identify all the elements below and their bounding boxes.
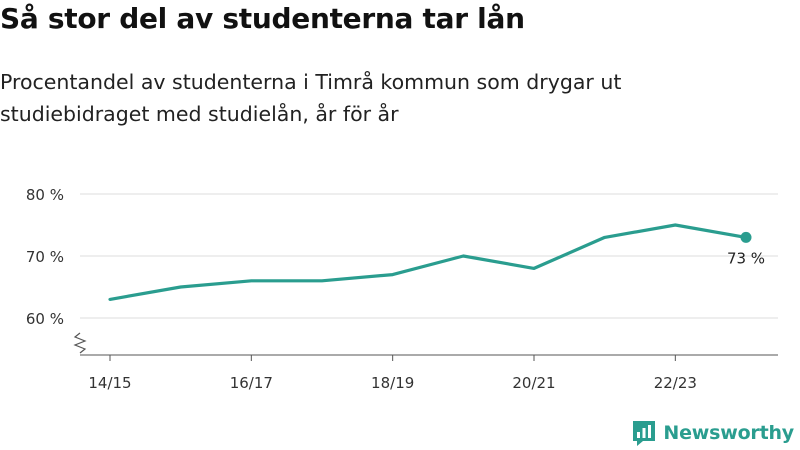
axis-break-icon [73, 332, 87, 354]
chart-subtitle: Procentandel av studenterna i Timrå komm… [0, 70, 622, 126]
newsworthy-logo-icon [633, 421, 656, 446]
x-tick-label: 14/15 [88, 374, 131, 392]
end-point [740, 231, 752, 243]
y-tick-label: 60 % [26, 310, 64, 328]
brand: Newsworthy [631, 419, 794, 447]
chart-title: Så stor del av studenterna tar lån [0, 2, 525, 35]
y-axis-labels: 60 % 70 % 80 % [26, 186, 64, 328]
x-tick-label: 22/23 [654, 374, 697, 392]
y-tick-label: 70 % [26, 248, 64, 266]
series-line [108, 223, 748, 301]
series-layer: 73 % [108, 223, 765, 301]
x-tick-label: 18/19 [371, 374, 414, 392]
y-tick-label: 80 % [26, 186, 64, 204]
x-tick-label: 20/21 [512, 374, 555, 392]
x-tick-label: 16/17 [230, 374, 273, 392]
end-value-label: 73 % [727, 249, 765, 267]
brand-name: Newsworthy [663, 422, 794, 444]
x-axis [73, 332, 778, 361]
grid-lines [80, 193, 778, 319]
x-axis-labels: 14/15 16/17 18/19 20/21 22/23 [88, 374, 697, 392]
